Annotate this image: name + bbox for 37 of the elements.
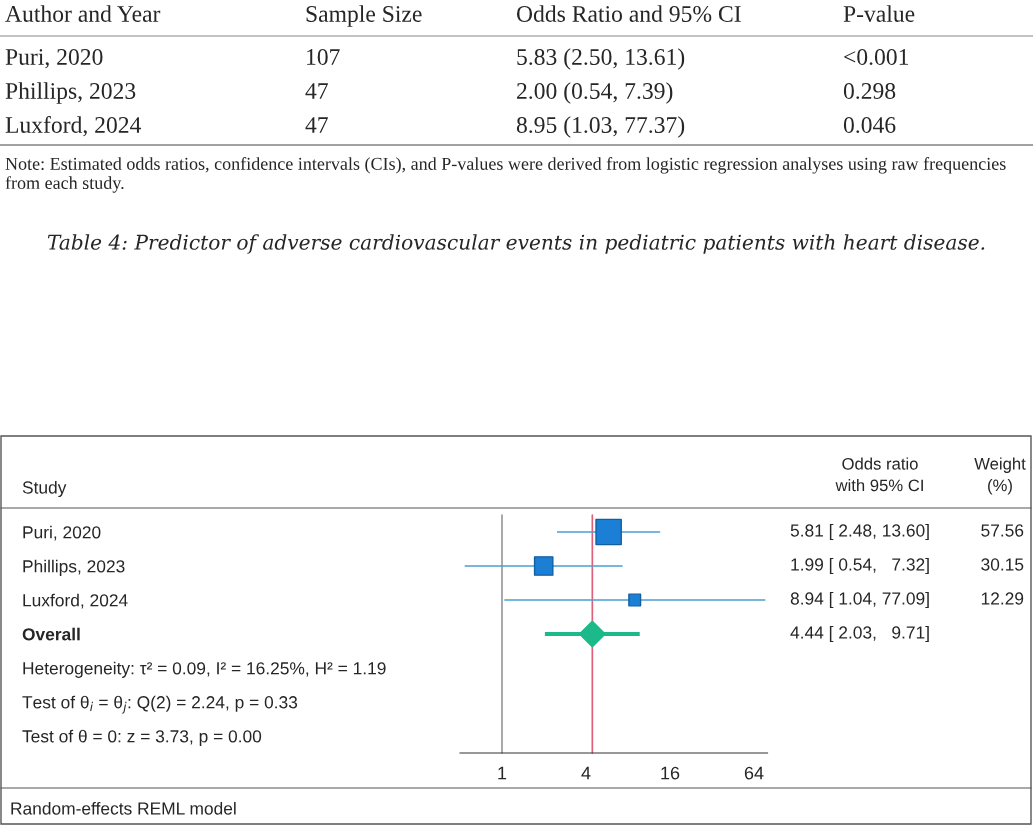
text: 5.81 [ 2.48, 13.60]: [790, 523, 929, 541]
text: 0.298: [843, 82, 896, 100]
text: 5.83 (2.50, 13.61): [517, 48, 685, 70]
y-tick-label: Heterogeneity: τ² = 0.09, I² = 16.25%, H² = 1.19: [23, 661, 386, 678]
text: Random-effects REML model: [11, 801, 236, 815]
text: 47: [305, 83, 328, 99]
x-tick-label: 1: [498, 766, 507, 780]
text: Odds ratio with 95% CI: [835, 457, 923, 492]
x-tick-label: 4: [581, 766, 591, 780]
y-tick-label: Overall: [22, 627, 80, 641]
y-tick-label: Luxford, 2024: [23, 593, 128, 609]
category-label: Sample Size: [306, 5, 422, 27]
text: Table 4: Predictor of adverse cardiovascular events in pediatric patients with heart disease.: [47, 234, 985, 254]
y-tick-label: Test of θ$_{i}$ = θ$_{j}$: Q(2) = 2.24, p = 0.33: [22, 695, 298, 714]
text: 8.94 [ 1.04, 77.09]: [790, 591, 929, 609]
text: 30.15: [981, 558, 1024, 571]
text: 1.99 [ 0.54, 7.32]: [791, 557, 929, 575]
text: 2.00 (0.54, 7.39): [517, 82, 673, 104]
text: Note: Estimated odds ratios, confidence intervals (CIs), and P-values were derived from logistic regression analyses using raw frequencies from each study.: [5, 157, 1006, 193]
text: 12.29: [981, 592, 1024, 605]
y-tick-label: Test of θ = 0: z = 3.73, p = 0.00: [22, 729, 262, 746]
text: 107: [307, 48, 340, 65]
text: 4.44 [ 2.03, 9.71]: [790, 625, 929, 643]
text: Study: [22, 480, 67, 498]
text: Weight (%): [974, 457, 1026, 495]
x-tick-label: 16: [661, 766, 680, 780]
y-tick-label: Phillips, 2023: [23, 559, 125, 576]
y-tick-label: Puri, 2020: [23, 525, 101, 541]
category-label: Author and Year: [5, 5, 161, 22]
text: <0.001: [844, 48, 909, 66]
x-tick-label: 64: [744, 766, 764, 780]
text: 57.56: [981, 524, 1024, 537]
category-label: Odds Ratio and 95% CI: [516, 5, 741, 22]
text: 8.95 (1.03, 77.37): [516, 116, 685, 138]
text: 47: [305, 117, 328, 133]
category-label: P-value: [843, 5, 915, 22]
text: 0.046: [843, 116, 896, 134]
